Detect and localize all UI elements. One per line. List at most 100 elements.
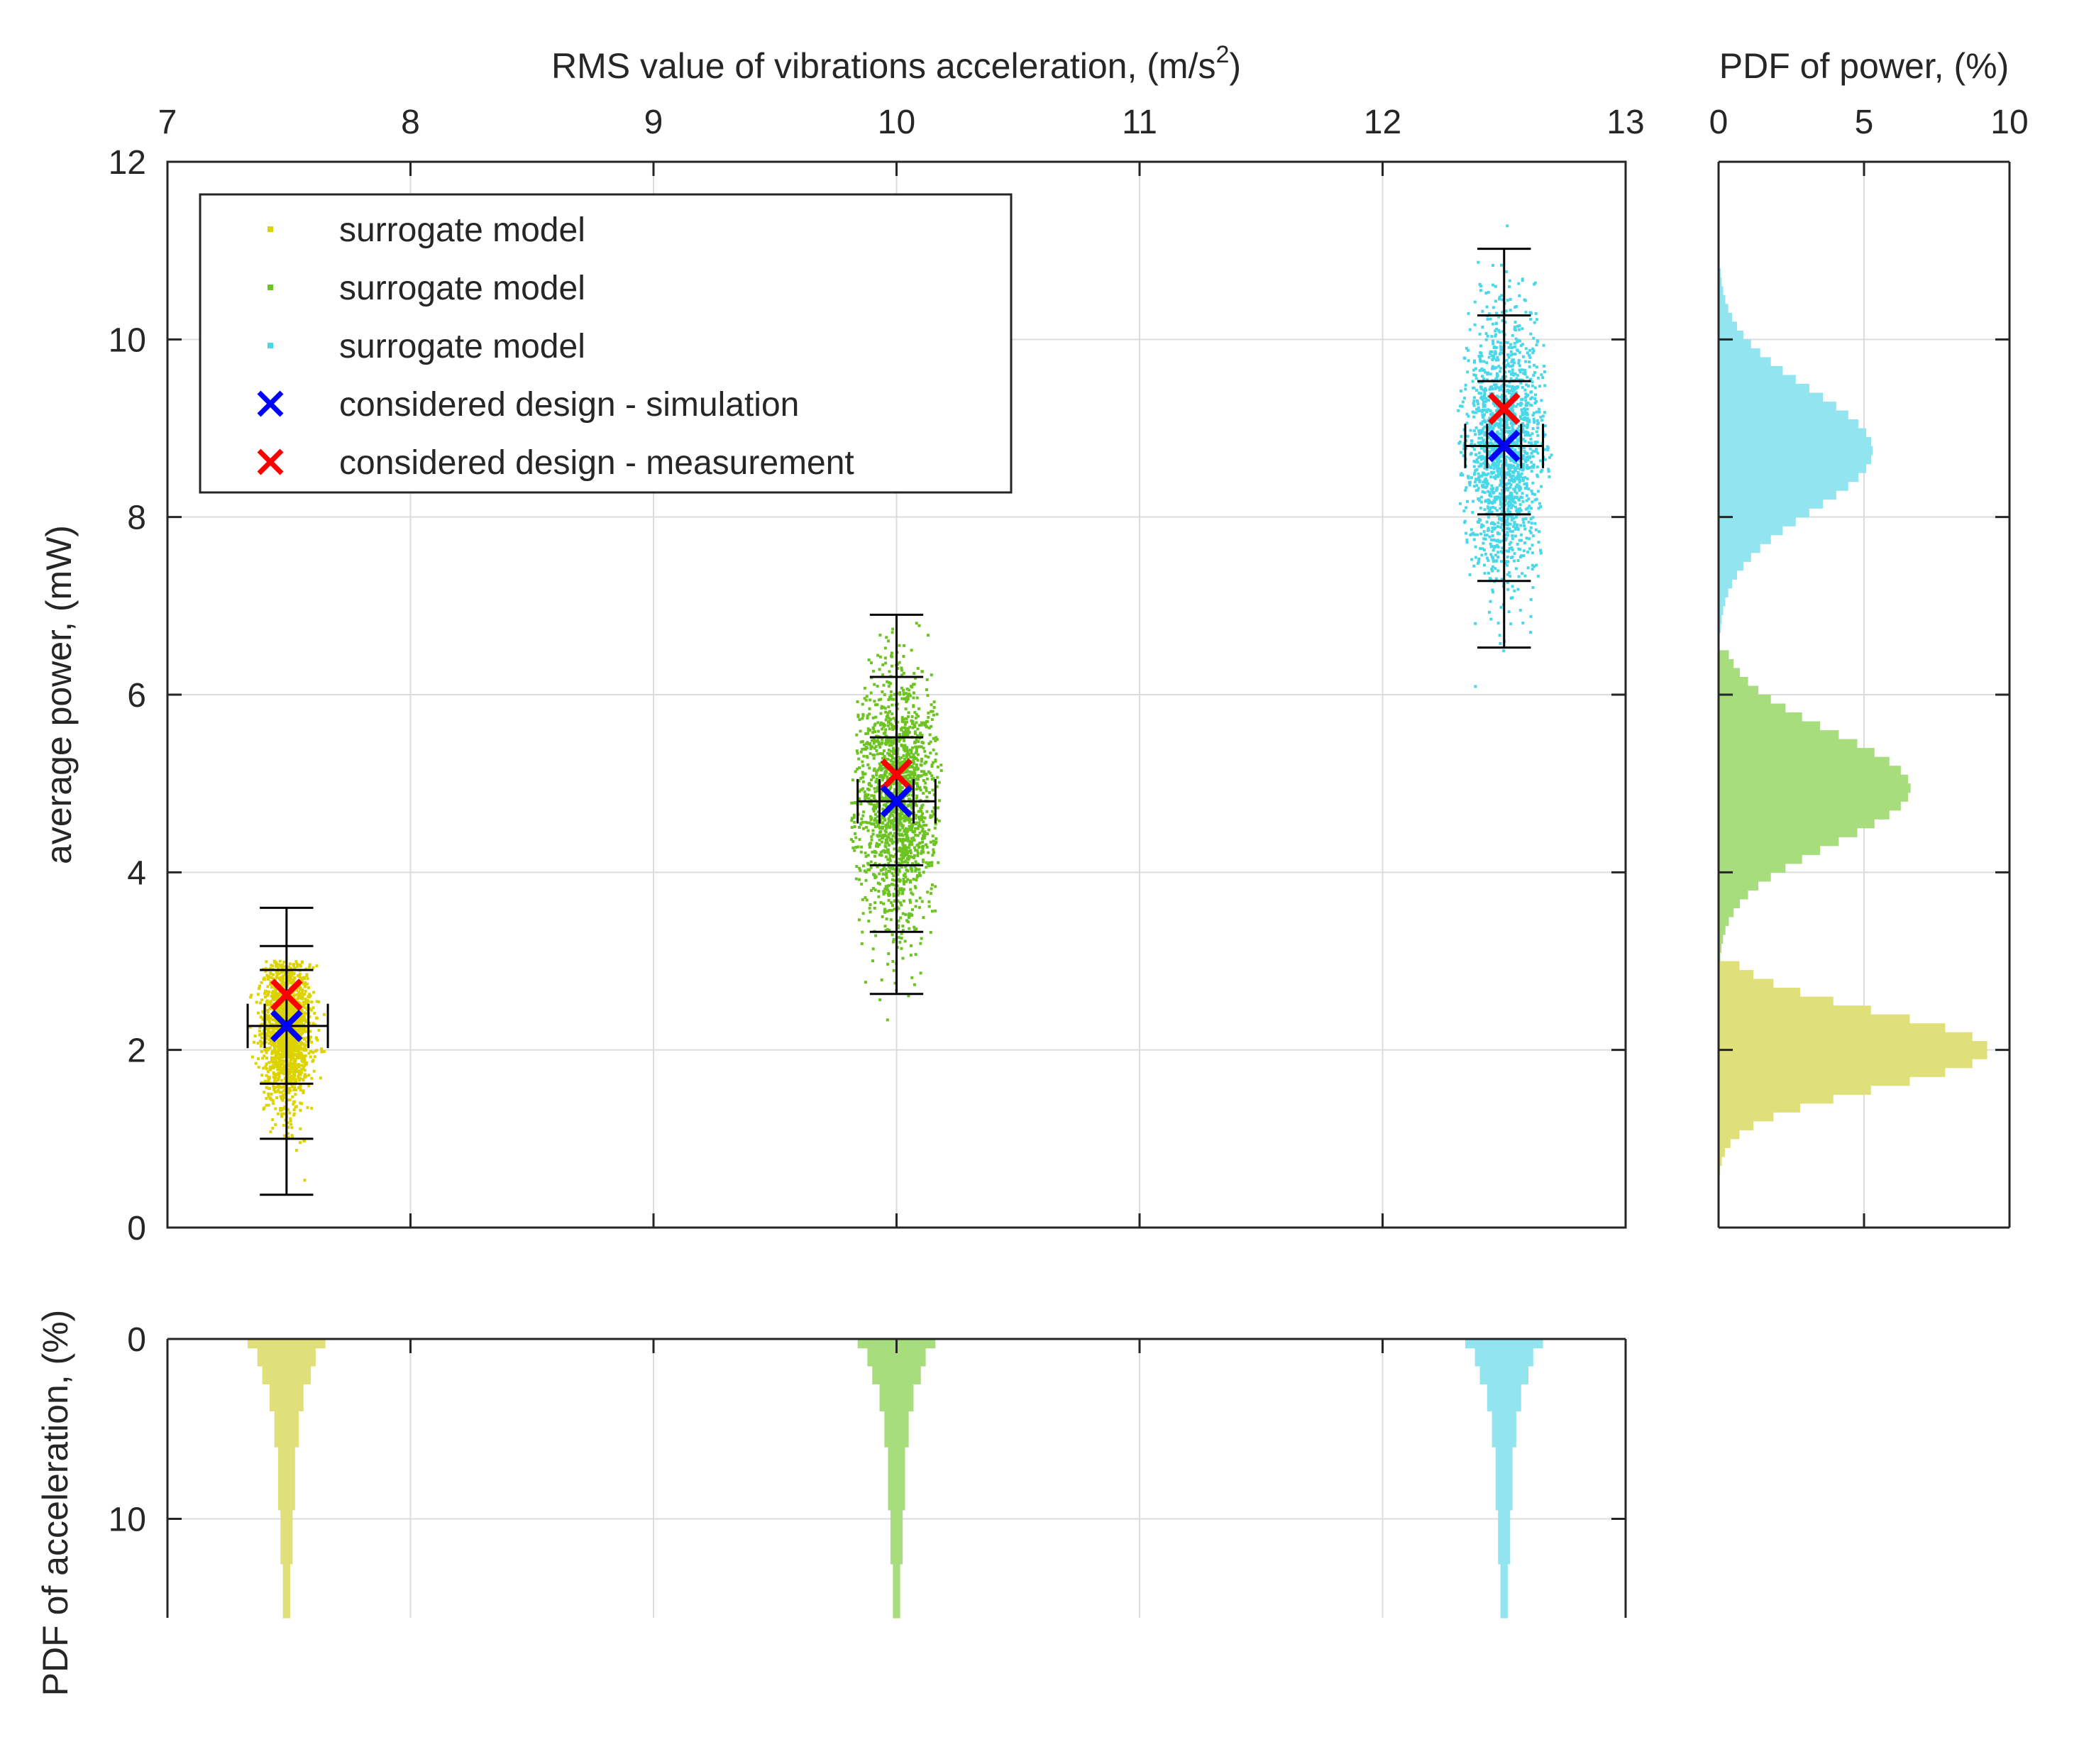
scatter-point [275,1064,278,1066]
scatter-point [300,998,303,1000]
scatter-point [929,772,932,775]
scatter-point [910,944,913,947]
scatter-point [280,1005,283,1008]
scatter-point [886,963,889,966]
scatter-point [319,1076,322,1079]
scatter-point [897,869,900,871]
scatter-point [1510,373,1513,376]
scatter-point [879,742,882,745]
scatter-point [265,1063,268,1066]
scatter-point [1536,465,1539,468]
scatter-point [1514,501,1516,504]
scatter-point [918,724,921,727]
scatter-point [1531,414,1534,417]
scatter-point [884,829,887,832]
scatter-point [1517,559,1520,562]
scatter-point [1472,380,1474,382]
scatter-point [870,835,873,838]
scatter-point [1493,546,1496,549]
scatter-point [860,751,863,754]
scatter-point [922,820,925,823]
scatter-point [878,634,881,636]
scatter-point [290,1042,292,1044]
scatter-point [1524,311,1527,314]
scatter-point [903,816,905,819]
scatter-point [292,1101,295,1103]
scatter-point [293,1069,296,1072]
scatter-point [258,1030,261,1032]
scatter-point [1493,528,1496,531]
scatter-point [1483,395,1486,397]
scatter-point [883,818,886,821]
scatter-point [1510,497,1513,500]
scatter-point [927,742,930,745]
scatter-point [1523,450,1526,453]
scatter-point [267,993,270,996]
scatter-point [259,1033,262,1036]
scatter-point [1491,351,1494,353]
scatter-point [1489,424,1492,426]
scatter-point [882,903,885,905]
scatter-point [903,880,905,883]
scatter-point [1540,419,1543,421]
scatter-point [885,868,888,871]
scatter-point [1543,344,1545,347]
scatter-point [294,1044,297,1047]
scatter-point [905,854,908,856]
scatter-point [1474,374,1477,377]
scatter-point [925,755,927,758]
scatter-point [925,810,928,813]
scatter-point [304,985,307,988]
scatter-point [932,761,935,764]
scatter-point [1515,516,1518,519]
scatter-point [1462,400,1465,403]
scatter-point [873,875,876,878]
scatter-point [1505,270,1508,273]
scatter-point [1523,407,1526,410]
scatter-point [881,778,884,781]
scatter-point [1512,517,1515,519]
scatter-point [265,1057,268,1059]
scatter-point [907,773,910,776]
scatter-point [914,803,917,806]
scatter-point [260,981,263,984]
scatter-point [863,773,866,776]
scatter-point [282,1066,285,1069]
scatter-point [1499,479,1502,482]
scatter-point [883,925,886,927]
scatter-point [1511,504,1514,507]
scatter-point [877,730,880,733]
scatter-point [1525,508,1528,511]
scatter-point [1529,438,1532,441]
scatter-point [1469,573,1472,576]
scatter-point [1502,649,1505,652]
scatter-point [1493,467,1496,470]
scatter-point [880,766,883,769]
scatter-point [1536,318,1538,321]
scatter-point [269,1130,272,1133]
scatter-point [305,973,308,976]
scatter-point [916,775,919,778]
scatter-point [1514,552,1516,555]
scatter-point [299,1102,302,1105]
scatter-point [884,728,887,731]
scatter-point [275,965,278,968]
scatter-point [933,700,936,703]
scatter-point [865,871,868,873]
scatter-point [898,908,900,910]
scatter-point [886,1018,889,1021]
scatter-point [1509,547,1511,550]
scatter-point [1533,283,1536,286]
scatter-point [1486,521,1489,524]
scatter-point [304,1075,307,1078]
scatter-point [879,712,882,715]
scatter-point [903,820,905,822]
scatter-point [856,749,859,752]
scatter-point [1473,404,1476,407]
scatter-point [885,873,888,876]
scatter-point [1528,510,1531,513]
scatter-point [1492,284,1494,287]
scatter-point [267,1010,270,1013]
scatter-point [1470,429,1472,432]
scatter-point [1490,471,1493,474]
